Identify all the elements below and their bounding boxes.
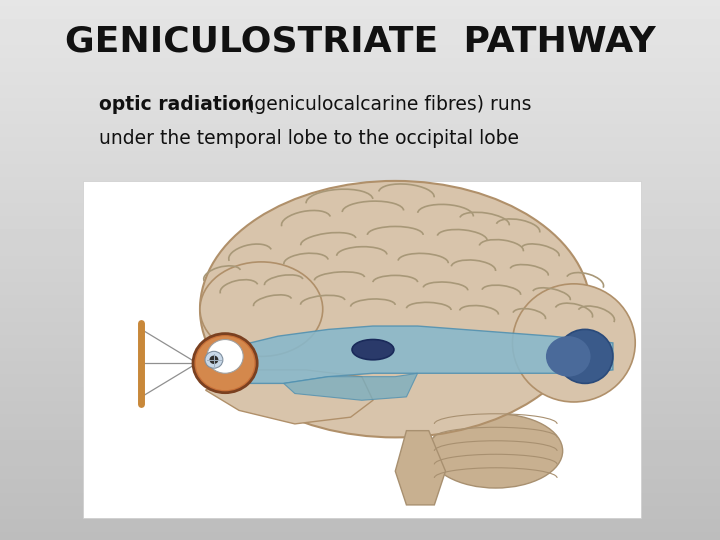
Polygon shape xyxy=(206,370,373,424)
Polygon shape xyxy=(217,343,251,383)
Ellipse shape xyxy=(210,355,218,364)
Ellipse shape xyxy=(200,181,590,437)
Ellipse shape xyxy=(557,329,613,383)
Ellipse shape xyxy=(207,340,243,373)
Text: under the temporal lobe to the occipital lobe: under the temporal lobe to the occipital… xyxy=(99,129,519,147)
Ellipse shape xyxy=(196,336,254,390)
Text: (geniculocalcarine fibres) runs: (geniculocalcarine fibres) runs xyxy=(241,94,531,113)
Ellipse shape xyxy=(352,340,394,360)
Ellipse shape xyxy=(513,284,635,402)
Ellipse shape xyxy=(429,414,563,488)
Text: optic radiation: optic radiation xyxy=(99,94,255,113)
Ellipse shape xyxy=(200,262,323,356)
Ellipse shape xyxy=(205,352,223,368)
FancyBboxPatch shape xyxy=(83,181,641,518)
Ellipse shape xyxy=(546,336,590,377)
Polygon shape xyxy=(284,373,418,400)
Polygon shape xyxy=(251,326,613,383)
Ellipse shape xyxy=(193,334,257,393)
Polygon shape xyxy=(395,431,446,505)
Text: GENICULOSTRIATE  PATHWAY: GENICULOSTRIATE PATHWAY xyxy=(65,24,655,58)
